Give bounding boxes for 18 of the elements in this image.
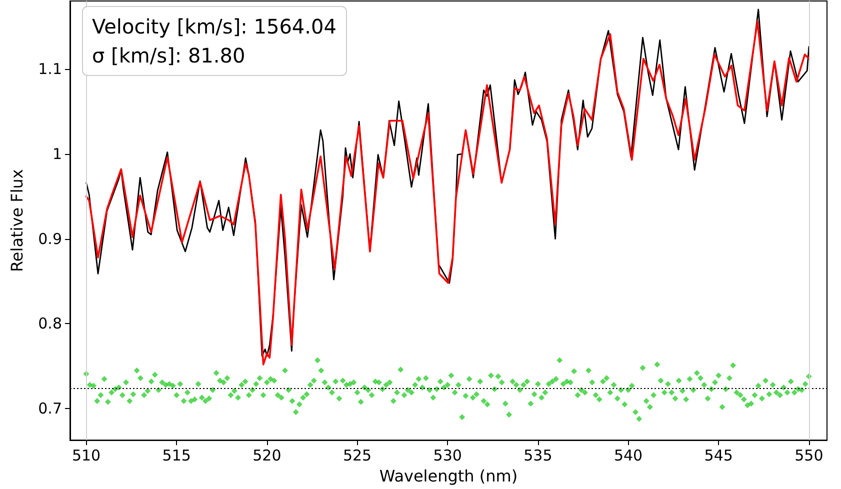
y-axis-title: Relative Flux [8,169,26,272]
y-tick-label: 0.9 [38,230,62,248]
x-tick-label: 530 [433,446,462,465]
x-axis-title: Wavelength (nm) [379,466,518,486]
x-tick-label: 515 [162,446,191,465]
x-tick-label: 520 [252,446,282,465]
annotation: Velocity [km/s]: 1564.04 [92,14,336,38]
x-tick-label: 545 [704,446,733,465]
x-tick-label: 550 [794,446,824,465]
x-tick-label: 525 [342,446,372,465]
y-tick-label: 1.1 [38,60,62,78]
y-tick-label: 1 [52,144,62,163]
x-tick-label: 535 [524,446,552,465]
annotation: σ [km/s]: 81.80 [92,44,246,68]
y-tick-label: 0.8 [38,314,62,333]
x-tick-label: 510 [72,446,101,465]
y-tick-label: 0.7 [38,400,62,418]
x-tick-label: 540 [614,446,643,465]
